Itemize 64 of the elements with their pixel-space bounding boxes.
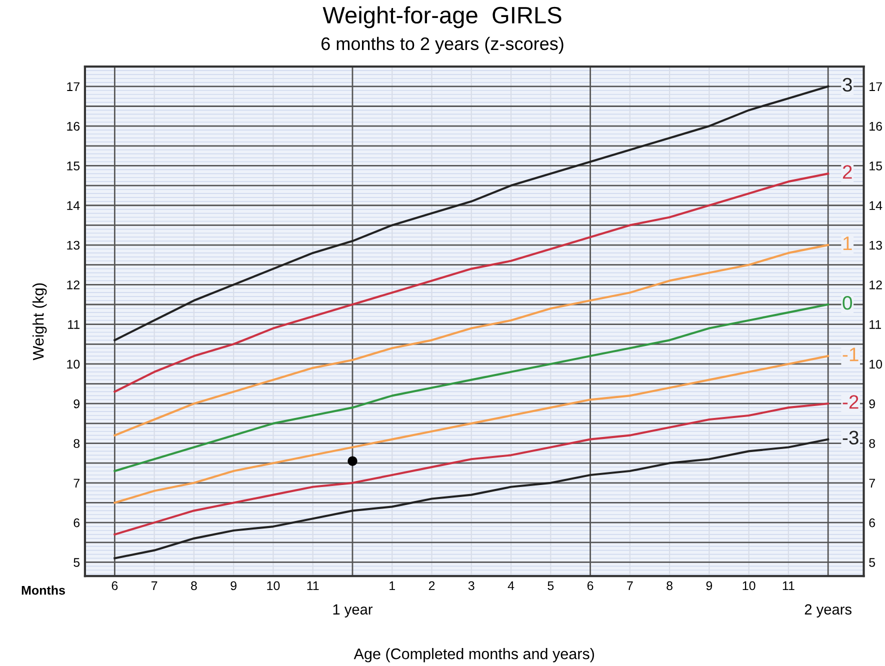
y-tick-label: 11 [68, 320, 80, 329]
y-tick-label: 10 [67, 360, 80, 369]
text: Months [22, 586, 65, 595]
x-tick-label: 7 [151, 581, 158, 590]
y2-tick-label: 10 [870, 360, 882, 369]
y-tick-label: 12 [67, 280, 80, 290]
series-label: 1 [843, 236, 852, 250]
x-tick-label: 8 [666, 581, 672, 590]
line-series [114, 172, 830, 393]
y2-tick-label: 6 [869, 518, 876, 528]
x-tick-label: 4 [508, 581, 514, 590]
line-series [114, 244, 830, 436]
y-tick-label: 5 [74, 558, 80, 567]
y-tick-label: 15 [67, 162, 80, 170]
line-series [114, 438, 830, 560]
chart-title: Weight-for-age GIRLS [322, 6, 562, 28]
y-tick-label: 7 [74, 478, 80, 488]
y2-tick-label: 13 [870, 240, 882, 250]
y2-tick-label: 7 [869, 478, 875, 488]
y2-tick-label: 17 [870, 82, 882, 91]
x-tick-label: 8 [191, 581, 197, 590]
y-tick-label: 13 [67, 240, 80, 250]
y-tick-label: 9 [74, 399, 80, 408]
y2-tick-label: 9 [869, 399, 875, 408]
x-tick-label: 7 [627, 581, 633, 590]
y-tick-label: 14 [67, 201, 80, 210]
x-tick-label: 1 year [333, 604, 373, 618]
series-label: 2 [842, 165, 852, 179]
y2-tick-label: 16 [870, 122, 882, 131]
x-tick-label: 9 [230, 581, 236, 590]
x-axis-title: Age (Completed months and years) [354, 648, 594, 662]
y-tick-label: 8 [74, 439, 80, 448]
series-label: -1 [842, 348, 858, 362]
y2-tick-label: 14 [870, 201, 882, 210]
y-tick-label: 6 [74, 518, 80, 528]
x-tick-label: 1 [390, 581, 395, 590]
line-series [114, 85, 830, 342]
x-tick-label: 11 [782, 581, 794, 590]
y2-tick-label: 8 [869, 439, 876, 448]
x-tick-label: 10 [742, 581, 756, 590]
x-tick-label: 11 [307, 581, 319, 590]
line-series [114, 303, 830, 472]
y2-tick-label: 12 [870, 280, 882, 290]
x-tick-label: 3 [468, 581, 474, 590]
x-tick-label: 10 [267, 581, 280, 590]
x-tick-label: 2 years [804, 604, 852, 618]
y2-tick-label: 15 [870, 162, 882, 170]
chart-subtitle: 6 months to 2 years (z-scores) [322, 36, 564, 54]
line-series [114, 402, 830, 536]
y2-tick-label: 5 [869, 558, 876, 567]
series-label: -2 [842, 395, 858, 409]
line-series [114, 354, 830, 504]
y-axis-title: Weight (kg) [32, 283, 47, 360]
x-tick-label: 5 [548, 581, 554, 590]
y-tick-label: 16 [67, 122, 80, 131]
series-label: 0 [842, 296, 852, 310]
x-tick-label: 2 [428, 581, 435, 590]
x-tick-label: 9 [706, 581, 712, 590]
x-tick-label: 6 [587, 581, 594, 590]
series-label: -3 [842, 430, 858, 445]
y-tick-label: 17 [67, 82, 80, 91]
x-tick-label: 6 [112, 581, 118, 590]
y2-tick-label: 11 [870, 320, 881, 329]
series-label: 3 [842, 78, 852, 92]
